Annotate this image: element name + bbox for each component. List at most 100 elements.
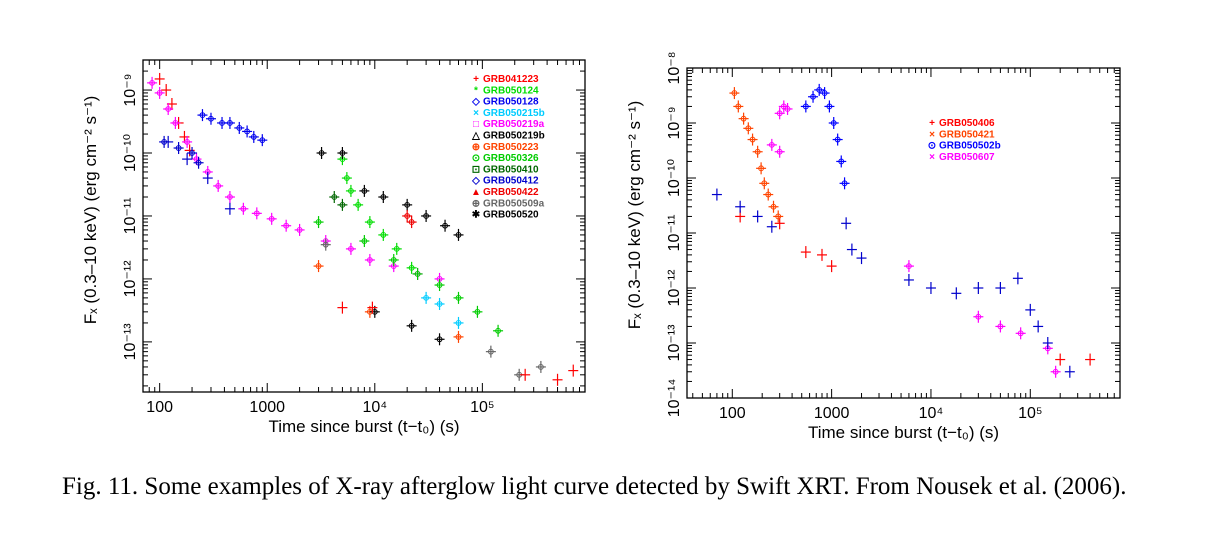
data-point: [747, 133, 758, 146]
data-point: [453, 291, 464, 304]
data-point: [1033, 320, 1044, 333]
data-point: [170, 116, 181, 129]
data-point: [329, 191, 340, 204]
y-tick-label: 10⁻⁸: [666, 52, 683, 85]
data-point: [743, 122, 754, 135]
data-point: [735, 200, 746, 213]
data-series: [337, 301, 579, 386]
legend-marker: +: [473, 74, 479, 85]
data-point: [421, 291, 432, 304]
legend-entry: GRB050607: [939, 152, 995, 163]
data-point: [453, 330, 464, 343]
data-series: [766, 100, 1061, 378]
data-point: [337, 301, 348, 314]
data-point: [1064, 365, 1075, 378]
data-point: [766, 220, 777, 233]
data-point: [1025, 303, 1036, 316]
data-point: [816, 248, 827, 261]
data-point: [973, 310, 984, 323]
data-point: [294, 223, 305, 236]
data-point: [766, 138, 777, 151]
legend-marker: +: [929, 118, 935, 129]
data-point: [782, 102, 793, 115]
data-point: [242, 125, 253, 138]
data-point: [472, 305, 483, 318]
data-series: [320, 238, 546, 381]
data-point: [345, 242, 356, 255]
data-point: [234, 121, 245, 134]
data-series: [147, 76, 445, 285]
data-point: [1012, 272, 1023, 285]
data-point: [281, 219, 292, 232]
x-tick-label: 10⁴: [362, 399, 387, 416]
data-point: [485, 345, 496, 358]
data-point: [1085, 353, 1096, 366]
data-point: [839, 177, 850, 190]
data-point: [378, 228, 389, 241]
data-point: [205, 112, 216, 125]
data-point: [337, 198, 348, 211]
data-point: [406, 216, 417, 229]
y-tick-label: 10⁻¹²: [122, 260, 139, 298]
data-point: [345, 184, 356, 197]
data-point: [224, 191, 235, 204]
data-point: [819, 87, 830, 100]
legend-marker: ◇: [471, 97, 480, 108]
data-point: [568, 364, 579, 377]
data-point: [756, 162, 767, 175]
data-point: [337, 147, 348, 160]
data-point: [163, 102, 174, 115]
data-point: [359, 235, 370, 248]
x-tick-label: 10⁵: [1018, 405, 1042, 422]
data-point: [364, 216, 375, 229]
data-series: [337, 153, 417, 274]
data-point: [453, 316, 464, 329]
data-point: [388, 253, 399, 266]
figure-caption: Fig. 11. Some examples of X-ray afterglo…: [62, 473, 1127, 500]
data-point: [248, 130, 259, 143]
data-point: [193, 156, 204, 169]
data-point: [774, 217, 785, 230]
data-point: [187, 147, 198, 160]
data-point: [341, 172, 352, 185]
data-point: [224, 116, 235, 129]
y-tick-label: 10⁻⁹: [122, 73, 139, 106]
data-point: [147, 76, 158, 89]
legend-entry: GRB050410: [483, 164, 539, 175]
data-point: [154, 86, 165, 99]
data-point: [774, 145, 785, 158]
data-point: [1050, 365, 1061, 378]
data-point: [412, 267, 423, 280]
data-point: [182, 135, 193, 148]
y-tick-label: 10⁻¹³: [122, 323, 139, 361]
data-point: [391, 242, 402, 255]
data-point: [752, 145, 763, 158]
data-point: [313, 260, 324, 273]
data-point: [493, 324, 504, 337]
legend-entry: GRB041223: [483, 74, 539, 85]
data-point: [729, 87, 740, 100]
data-point: [841, 217, 852, 230]
data-point: [1042, 337, 1053, 349]
data-point: [238, 202, 249, 215]
data-point: [353, 198, 364, 211]
y-tick-label: 10⁻¹²: [666, 269, 683, 307]
legend-entry: GRB050520: [483, 210, 539, 221]
legend: + GRB050406 × GRB050421⊙ GRB050502b × GRB05060…: [928, 118, 1001, 163]
data-series: [729, 87, 784, 223]
data-point: [535, 360, 546, 373]
legend-entry: GRB050128: [483, 97, 539, 108]
data-series: [316, 147, 464, 241]
data-point: [973, 282, 984, 294]
y-tick-label: 10⁻¹¹: [666, 215, 683, 252]
data-point: [453, 228, 464, 241]
x-tick-label: 1000: [249, 399, 285, 416]
data-point: [266, 212, 277, 225]
data-point: [182, 153, 193, 166]
legend-entry: GRB050124: [483, 85, 539, 96]
x-tick-label: 1000: [814, 405, 850, 422]
data-point: [202, 172, 213, 185]
data-point: [826, 260, 837, 273]
data-point: [251, 207, 262, 220]
y-axis-label: Fₓ (0.3–10 keV) (erg cm⁻² s⁻¹): [625, 101, 644, 330]
